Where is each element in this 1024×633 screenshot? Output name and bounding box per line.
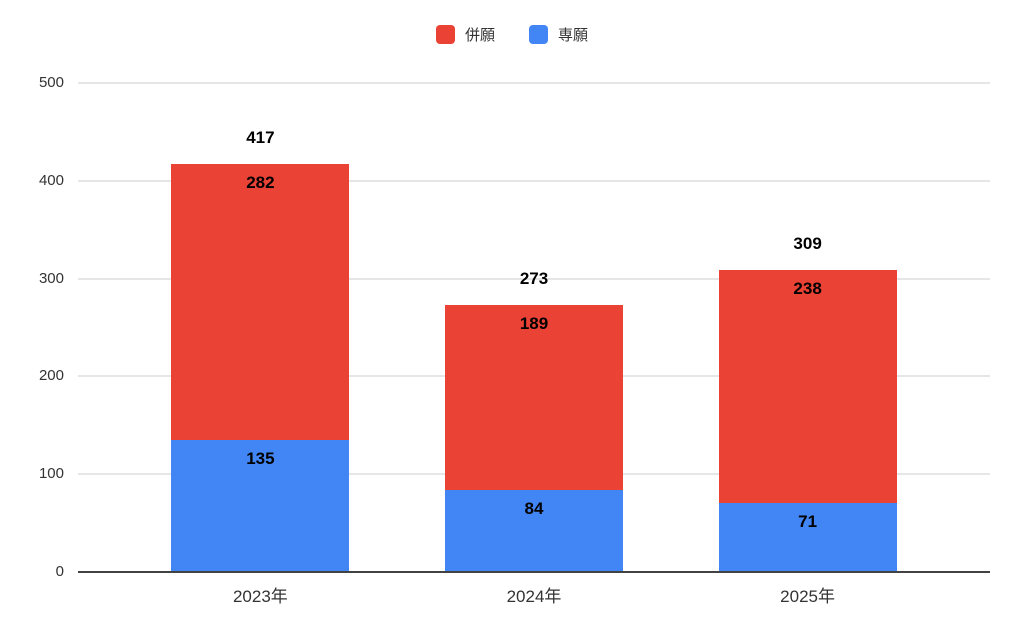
gridline bbox=[78, 82, 990, 84]
y-axis-tick-label: 300 bbox=[38, 269, 64, 287]
bar-segment-専願[interactable]: 84 bbox=[445, 489, 623, 572]
bar-2025年: 71 238 309 bbox=[718, 83, 897, 572]
bar-segment-専願[interactable]: 135 bbox=[171, 439, 350, 572]
legend-item[interactable]: 専願 bbox=[529, 24, 588, 45]
segment-value-label: 84 bbox=[524, 498, 544, 518]
segment-value-label: 282 bbox=[246, 173, 275, 193]
bar-2024年: 84 189 273 bbox=[445, 83, 623, 572]
bar-2023年: 135 282 417 bbox=[171, 83, 350, 572]
gridline bbox=[78, 277, 990, 280]
y-axis-tick-label: 200 bbox=[38, 367, 64, 385]
x-axis-tick-label: 2024年 bbox=[506, 587, 562, 606]
chart-legend: 併願 専願 bbox=[0, 24, 1024, 45]
segment-value-label: 238 bbox=[793, 278, 822, 298]
legend-label: 併願 bbox=[464, 27, 495, 44]
y-axis-tick-label: 500 bbox=[38, 74, 64, 91]
legend-label: 専願 bbox=[558, 27, 589, 44]
bar-segment-併願[interactable]: 189 bbox=[445, 305, 623, 490]
bar-segment-併願[interactable]: 282 bbox=[171, 164, 350, 440]
y-axis-tick-label: 0 bbox=[55, 563, 64, 580]
bar-total-label: 417 bbox=[246, 128, 275, 148]
bar-total-label: 309 bbox=[793, 233, 822, 253]
bar-segment-専願[interactable]: 71 bbox=[718, 502, 897, 572]
gridline bbox=[78, 179, 990, 182]
x-axis-tick-label: 2025年 bbox=[780, 587, 836, 606]
bar-segment-併願[interactable]: 238 bbox=[718, 269, 897, 503]
legend-swatch-icon bbox=[435, 25, 455, 44]
legend-item[interactable]: 併願 bbox=[435, 24, 495, 45]
bar-total-label: 273 bbox=[519, 269, 549, 289]
legend-swatch-icon bbox=[529, 25, 548, 44]
plot-area: 135 282 417 84 189 273 71 238 309 bbox=[78, 82, 990, 573]
y-axis-tick-label: 100 bbox=[38, 465, 64, 483]
segment-value-label: 71 bbox=[798, 511, 818, 531]
x-axis-baseline bbox=[78, 571, 990, 573]
x-axis-tick-label: 2023年 bbox=[232, 587, 288, 606]
segment-value-label: 189 bbox=[519, 314, 549, 334]
y-axis-tick-label: 400 bbox=[38, 171, 64, 189]
segment-value-label: 135 bbox=[246, 448, 275, 468]
